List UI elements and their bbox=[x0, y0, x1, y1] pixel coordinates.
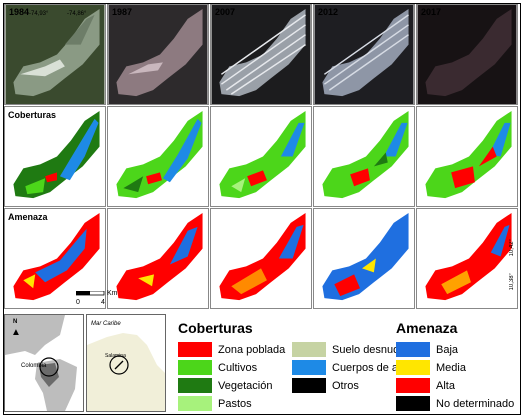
legend-swatch bbox=[178, 396, 212, 411]
satellite-2017: 2017 bbox=[416, 4, 518, 105]
legend-label: Pastos bbox=[218, 397, 252, 410]
legend-swatch bbox=[178, 378, 212, 393]
scale-zero: 0 bbox=[76, 299, 80, 306]
legend-label: Suelo desnudo bbox=[332, 343, 406, 356]
legend-area: N ▲ Colombia Mar Caribe Salamina Cobertu… bbox=[4, 314, 520, 414]
legend-swatch bbox=[396, 396, 430, 411]
legend-label: Cultivos bbox=[218, 361, 258, 374]
row-label-coberturas: Coberturas bbox=[8, 110, 57, 120]
scale-unit: Km bbox=[107, 290, 118, 297]
legend-swatch bbox=[292, 342, 326, 357]
amenaza-map-1987 bbox=[116, 212, 203, 301]
satellite-map-2017 bbox=[417, 5, 517, 104]
coberturas-map-2012 bbox=[322, 110, 409, 199]
legend-swatch bbox=[396, 342, 430, 357]
north-label: N bbox=[13, 319, 18, 325]
year-label-2017: 2017 bbox=[421, 7, 442, 17]
legend-label: Zona poblada bbox=[218, 343, 286, 356]
satellite-1987: 1987 bbox=[107, 4, 209, 105]
legend-swatch bbox=[396, 360, 430, 375]
year-label-2012: 2012 bbox=[318, 7, 339, 17]
amenaza-2007 bbox=[210, 208, 312, 309]
coberturas-map-2007 bbox=[219, 110, 306, 199]
legend-label: Otros bbox=[332, 379, 359, 392]
north-arrow-icon: ▲ bbox=[11, 327, 21, 338]
legend-item-media: Media bbox=[396, 360, 466, 375]
figure-frame bbox=[3, 3, 521, 415]
satellite-2007: 2007 bbox=[210, 4, 312, 105]
amenaza-2012 bbox=[313, 208, 415, 309]
coberturas-1987 bbox=[107, 106, 209, 207]
amenaza-map-2017 bbox=[425, 212, 512, 301]
year-label-2007: 2007 bbox=[215, 7, 236, 17]
amenaza-1987 bbox=[107, 208, 209, 309]
satellite-map-1987 bbox=[108, 5, 208, 104]
satellite-1984: 1984 -74,93° -74,86° bbox=[4, 4, 106, 105]
coberturas-2007 bbox=[210, 106, 312, 207]
legend-item-vegetacion: Vegetación bbox=[178, 378, 272, 393]
scale-four: 4 bbox=[101, 299, 105, 306]
coberturas-map-1984 bbox=[13, 110, 100, 199]
legend-swatch bbox=[292, 360, 326, 375]
legend-swatch bbox=[178, 360, 212, 375]
year-label-1984: 1984 bbox=[9, 7, 30, 17]
legend-label: Cuerpos de agua bbox=[332, 361, 417, 374]
legend-label: No determinado bbox=[436, 397, 515, 410]
inset-americas: N ▲ Colombia bbox=[4, 314, 84, 412]
coord-lon-right: -74,86° bbox=[67, 11, 87, 17]
inset-region: Mar Caribe Salamina bbox=[86, 314, 166, 412]
amenaza-map-1984 bbox=[13, 212, 100, 301]
legend-item-no-determinado: No determinado bbox=[396, 396, 514, 411]
coord-lon-left: -74,93° bbox=[29, 11, 49, 17]
legend-label: Vegetación bbox=[218, 379, 273, 392]
coberturas-map-1987 bbox=[116, 110, 203, 199]
scale-bar bbox=[75, 290, 106, 299]
legend-swatch bbox=[396, 378, 430, 393]
coberturas-2012 bbox=[313, 106, 415, 207]
colombia-label: Colombia bbox=[21, 363, 47, 369]
satellite-map-2007 bbox=[211, 5, 311, 104]
map-grid: 1984 -74,93° -74,86° 1987 2007 2012 2017… bbox=[4, 4, 520, 310]
inset-americas-map bbox=[5, 315, 77, 411]
year-label-1987: 1987 bbox=[112, 7, 133, 17]
inset-region-map bbox=[87, 333, 165, 411]
mar-caribe-label: Mar Caribe bbox=[91, 321, 121, 327]
satellite-map-2012 bbox=[314, 5, 414, 104]
legend-item-zona-poblada: Zona poblada bbox=[178, 342, 285, 357]
legend-label: Baja bbox=[436, 343, 459, 356]
legend-item-cuerpos-de-agua: Cuerpos de agua bbox=[292, 360, 416, 375]
scale-bar-graphic bbox=[75, 290, 105, 296]
legend-item-alta: Alta bbox=[396, 378, 455, 393]
coord-lat-top: 10,42° bbox=[509, 239, 515, 257]
legend-item-suelo-desnudo: Suelo desnudo bbox=[292, 342, 405, 357]
legend-amenaza-title: Amenaza bbox=[396, 320, 458, 336]
legend-swatch bbox=[178, 342, 212, 357]
amenaza-2017: 10,42° 10,38° bbox=[416, 208, 518, 309]
amenaza-1984: Amenaza bbox=[4, 208, 106, 309]
satellite-map-1984 bbox=[5, 5, 105, 104]
amenaza-map-2012 bbox=[322, 212, 409, 301]
legend-coberturas-title: Coberturas bbox=[178, 320, 253, 336]
row-label-amenaza: Amenaza bbox=[8, 212, 48, 222]
coord-lat-bottom: 10,38° bbox=[509, 273, 515, 291]
legend-label: Alta bbox=[436, 379, 455, 392]
legend-swatch bbox=[292, 378, 326, 393]
legend-item-baja: Baja bbox=[396, 342, 458, 357]
legend-item-pastos: Pastos bbox=[178, 396, 252, 411]
legend-label: Media bbox=[436, 361, 466, 374]
coberturas-map-2017 bbox=[425, 110, 512, 199]
coberturas-1984: Coberturas bbox=[4, 106, 106, 207]
area-label: Salamina bbox=[105, 353, 126, 359]
amenaza-map-2007 bbox=[219, 212, 306, 301]
legend-item-otros: Otros bbox=[292, 378, 359, 393]
coberturas-2017 bbox=[416, 106, 518, 207]
satellite-2012: 2012 bbox=[313, 4, 415, 105]
legend-item-cultivos: Cultivos bbox=[178, 360, 257, 375]
